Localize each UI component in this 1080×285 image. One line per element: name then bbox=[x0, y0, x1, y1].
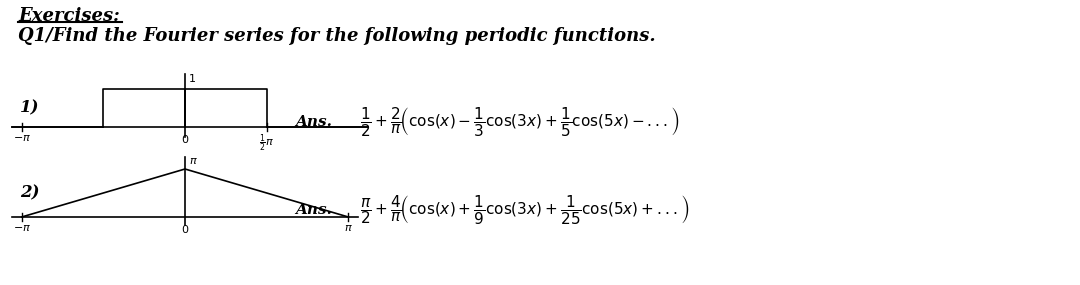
Text: Ans.: Ans. bbox=[295, 115, 332, 129]
Text: $\pi$: $\pi$ bbox=[343, 223, 353, 233]
Text: $0$: $0$ bbox=[180, 133, 189, 145]
Text: $0$: $0$ bbox=[180, 223, 189, 235]
Text: Exercises:: Exercises: bbox=[18, 7, 120, 25]
Text: Q1/Find the Fourier series for the following periodic functions.: Q1/Find the Fourier series for the follo… bbox=[18, 27, 656, 45]
Text: $\dfrac{1}{2}+\dfrac{2}{\pi}\!\left(\cos(x)-\dfrac{1}{3}\cos(3x)+\dfrac{1}{5}\co: $\dfrac{1}{2}+\dfrac{2}{\pi}\!\left(\cos… bbox=[360, 105, 679, 139]
Text: $\dfrac{\pi}{2}+\dfrac{4}{\pi}\!\left(\cos(x)+\dfrac{1}{9}\cos(3x)+\dfrac{1}{25}: $\dfrac{\pi}{2}+\dfrac{4}{\pi}\!\left(\c… bbox=[360, 194, 689, 227]
Text: 1): 1) bbox=[21, 99, 40, 117]
Text: Ans.: Ans. bbox=[295, 203, 332, 217]
Text: $-\pi$: $-\pi$ bbox=[13, 133, 30, 143]
Text: $\frac{1}{2}\pi$: $\frac{1}{2}\pi$ bbox=[259, 133, 274, 154]
Text: $1$: $1$ bbox=[188, 72, 195, 84]
Text: $\pi$: $\pi$ bbox=[189, 156, 198, 166]
Text: $-\pi$: $-\pi$ bbox=[13, 223, 30, 233]
Text: 2): 2) bbox=[21, 184, 40, 201]
